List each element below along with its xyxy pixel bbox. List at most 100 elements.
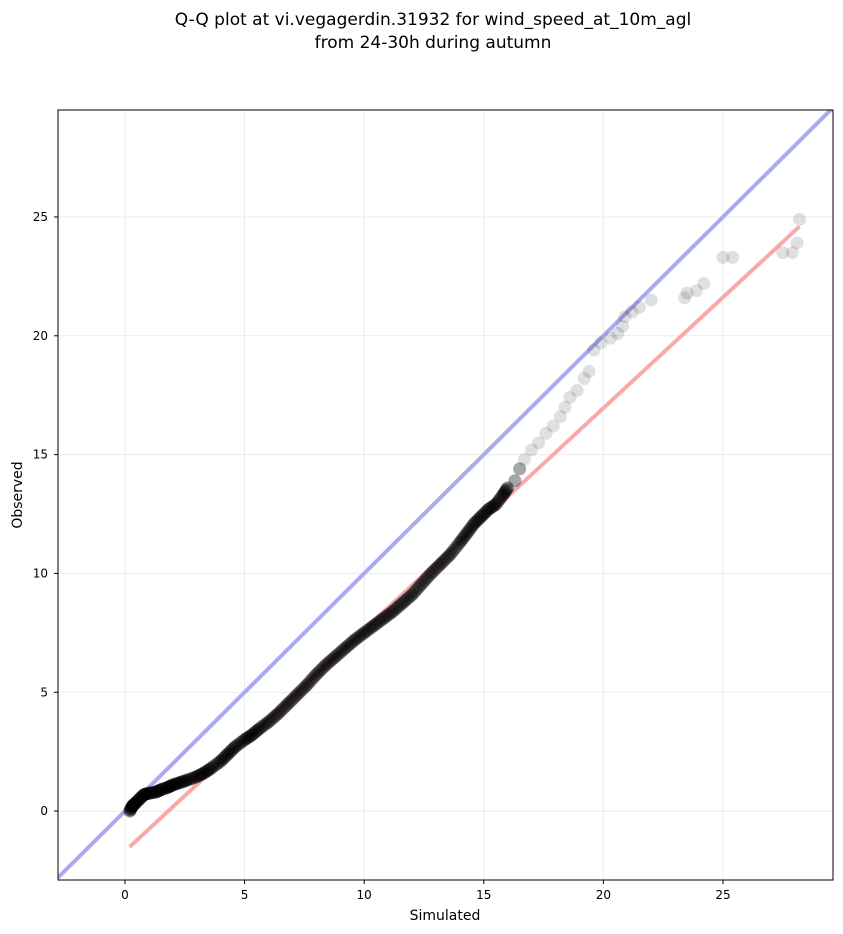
- qq-point: [476, 508, 490, 522]
- fit-line: [128, 224, 801, 849]
- qq-point: [183, 772, 197, 786]
- qq-point: [153, 783, 167, 797]
- qq-point: [486, 499, 500, 513]
- qq-point: [239, 732, 253, 746]
- qq-point: [277, 700, 291, 714]
- qq-point: [273, 705, 287, 719]
- qq-point: [167, 778, 181, 792]
- qq-point: [460, 526, 474, 540]
- qq-point: [127, 798, 141, 812]
- qq-point: [500, 482, 514, 496]
- qq-point: [141, 786, 155, 800]
- qq-point: [123, 803, 137, 817]
- qq-point: [173, 776, 187, 790]
- qq-point: [171, 776, 185, 790]
- qq-point: [284, 694, 298, 708]
- qq-point: [716, 250, 730, 264]
- qq-point: [285, 692, 299, 706]
- qq-point: [300, 678, 314, 692]
- qq-point: [462, 523, 476, 537]
- qq-point: [244, 729, 258, 743]
- qq-point: [279, 699, 293, 713]
- qq-point: [297, 681, 311, 695]
- qq-point: [384, 606, 398, 620]
- qq-point: [311, 666, 325, 680]
- qq-point: [224, 743, 238, 757]
- qq-point: [314, 663, 328, 677]
- qq-point: [341, 639, 355, 653]
- qq-point: [160, 781, 174, 795]
- qq-point: [223, 745, 237, 759]
- qq-point: [618, 310, 632, 324]
- qq-point: [136, 788, 150, 802]
- qq-point: [790, 236, 804, 250]
- qq-point: [126, 798, 140, 812]
- qq-point: [242, 730, 256, 744]
- qq-point: [427, 563, 441, 577]
- qq-point: [261, 715, 275, 729]
- qq-point: [343, 637, 357, 651]
- qq-point: [301, 676, 315, 690]
- qq-point: [175, 775, 189, 789]
- qq-point: [632, 300, 646, 314]
- qq-point: [492, 493, 506, 507]
- qq-point: [501, 481, 515, 495]
- qq-point: [456, 531, 470, 545]
- data-points: [123, 212, 807, 818]
- qq-point: [776, 246, 790, 260]
- qq-point: [499, 483, 513, 497]
- qq-point: [467, 517, 481, 531]
- qq-point: [125, 800, 139, 814]
- x-tick-label: 10: [357, 888, 372, 902]
- qq-point: [587, 343, 601, 357]
- qq-point: [368, 618, 382, 632]
- qq-point: [335, 644, 349, 658]
- qq-point: [210, 757, 224, 771]
- qq-point: [432, 559, 446, 573]
- qq-point: [154, 783, 168, 797]
- qq-point: [266, 711, 280, 725]
- qq-point: [174, 775, 188, 789]
- qq-point: [352, 629, 366, 643]
- qq-point: [338, 641, 352, 655]
- qq-point: [356, 627, 370, 641]
- qq-point: [180, 773, 194, 787]
- qq-point: [305, 673, 319, 687]
- qq-point: [344, 636, 358, 650]
- qq-point: [164, 779, 178, 793]
- qq-point: [680, 286, 694, 300]
- qq-point: [165, 778, 179, 792]
- qq-point: [451, 538, 465, 552]
- qq-point: [128, 796, 142, 810]
- qq-point: [260, 716, 274, 730]
- qq-point: [364, 621, 378, 635]
- qq-point: [478, 506, 492, 520]
- qq-point: [151, 784, 165, 798]
- qq-point: [238, 733, 252, 747]
- qq-point: [332, 647, 346, 661]
- qq-point: [490, 496, 504, 510]
- qq-point: [192, 768, 206, 782]
- qq-point: [367, 619, 381, 633]
- qq-point: [289, 689, 303, 703]
- qq-point: [233, 736, 247, 750]
- qq-point: [424, 566, 438, 580]
- qq-point: [145, 786, 159, 800]
- qq-point: [142, 786, 156, 800]
- qq-point: [458, 529, 472, 543]
- qq-point: [131, 794, 145, 808]
- qq-point: [265, 712, 279, 726]
- qq-point: [357, 626, 371, 640]
- qq-point: [241, 730, 255, 744]
- qq-point: [594, 336, 608, 350]
- x-tick-label: 20: [596, 888, 611, 902]
- y-tick-label: 15: [33, 448, 48, 462]
- qq-point: [466, 518, 480, 532]
- qq-point: [525, 443, 539, 457]
- qq-point: [348, 633, 362, 647]
- qq-point: [258, 717, 272, 731]
- qq-point: [202, 763, 216, 777]
- qq-point: [124, 802, 138, 816]
- qq-point: [485, 500, 499, 514]
- qq-point: [295, 683, 309, 697]
